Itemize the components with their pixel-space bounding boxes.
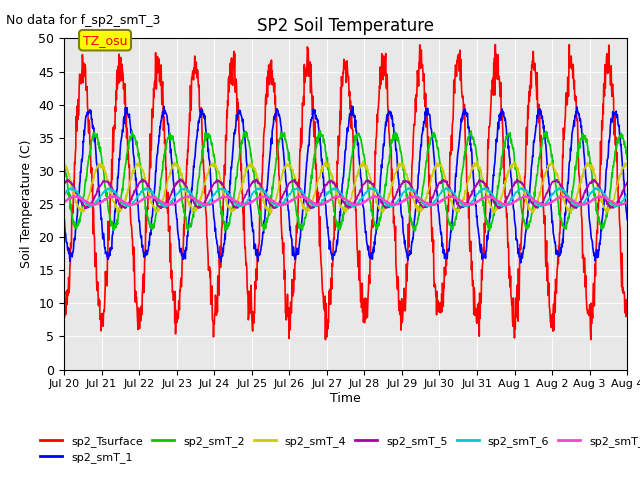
sp2_Tsurface bbox=[507, 293, 515, 299]
sp2_smT_2 bbox=[186, 224, 193, 229]
Line: sp2_smT_5: sp2_smT_5 bbox=[64, 179, 627, 209]
sp2_Tsurface bbox=[433, 288, 441, 294]
Title: SP2 Soil Temperature: SP2 Soil Temperature bbox=[257, 17, 434, 36]
Line: sp2_smT_1: sp2_smT_1 bbox=[64, 106, 627, 263]
sp2_smT_5 bbox=[508, 186, 515, 192]
sp2_smT_7 bbox=[60, 199, 68, 204]
sp2_smT_4 bbox=[567, 211, 575, 216]
sp2_smT_7 bbox=[623, 199, 631, 205]
sp2_smT_7 bbox=[557, 194, 565, 200]
sp2_smT_1 bbox=[517, 260, 525, 265]
sp2_smT_2 bbox=[60, 160, 68, 166]
sp2_smT_1 bbox=[433, 192, 441, 198]
Line: sp2_smT_7: sp2_smT_7 bbox=[64, 196, 627, 206]
sp2_smT_1 bbox=[248, 220, 256, 226]
sp2_smT_6 bbox=[249, 191, 257, 196]
sp2_smT_7 bbox=[502, 203, 510, 209]
sp2_smT_5 bbox=[81, 206, 89, 212]
sp2_Tsurface bbox=[587, 337, 595, 343]
sp2_smT_6 bbox=[69, 184, 77, 190]
sp2_smT_2 bbox=[486, 228, 493, 234]
Y-axis label: Soil Temperature (C): Soil Temperature (C) bbox=[20, 140, 33, 268]
Line: sp2_Tsurface: sp2_Tsurface bbox=[64, 45, 627, 340]
sp2_smT_4 bbox=[186, 199, 193, 204]
sp2_smT_1 bbox=[348, 103, 355, 108]
sp2_smT_5 bbox=[172, 181, 180, 187]
sp2_smT_2 bbox=[557, 217, 565, 223]
X-axis label: Time: Time bbox=[330, 392, 361, 405]
Legend: sp2_Tsurface, sp2_smT_1, sp2_smT_2, sp2_smT_4, sp2_smT_5, sp2_smT_6, sp2_smT_7: sp2_Tsurface, sp2_smT_1, sp2_smT_2, sp2_… bbox=[36, 432, 640, 468]
sp2_smT_7 bbox=[172, 200, 179, 205]
sp2_smT_6 bbox=[557, 186, 564, 192]
Text: TZ_osu: TZ_osu bbox=[83, 34, 127, 47]
sp2_smT_6 bbox=[507, 195, 515, 201]
sp2_smT_4 bbox=[623, 161, 631, 167]
sp2_smT_7 bbox=[186, 194, 193, 200]
sp2_smT_2 bbox=[508, 136, 515, 142]
sp2_smT_1 bbox=[186, 214, 193, 219]
sp2_smT_1 bbox=[60, 215, 68, 220]
sp2_smT_6 bbox=[623, 192, 631, 198]
sp2_smT_6 bbox=[433, 194, 441, 200]
sp2_Tsurface bbox=[623, 306, 631, 312]
sp2_smT_5 bbox=[623, 181, 631, 187]
sp2_Tsurface bbox=[60, 309, 68, 314]
sp2_smT_6 bbox=[172, 192, 180, 198]
sp2_smT_5 bbox=[249, 179, 257, 184]
sp2_smT_2 bbox=[316, 128, 324, 133]
sp2_smT_5 bbox=[177, 176, 184, 182]
sp2_smT_5 bbox=[60, 180, 68, 186]
sp2_smT_4 bbox=[248, 162, 256, 168]
sp2_smT_7 bbox=[508, 201, 515, 206]
sp2_smT_2 bbox=[172, 152, 179, 158]
sp2_smT_6 bbox=[186, 190, 193, 196]
sp2_smT_5 bbox=[557, 183, 565, 189]
sp2_smT_5 bbox=[434, 183, 442, 189]
sp2_Tsurface bbox=[248, 323, 256, 328]
sp2_smT_1 bbox=[623, 217, 631, 223]
sp2_smT_2 bbox=[433, 145, 441, 151]
sp2_Tsurface bbox=[492, 42, 499, 48]
sp2_Tsurface bbox=[186, 122, 193, 128]
sp2_smT_4 bbox=[507, 162, 515, 168]
sp2_smT_2 bbox=[248, 163, 256, 168]
sp2_smT_2 bbox=[623, 156, 631, 162]
sp2_smT_6 bbox=[611, 204, 619, 210]
Line: sp2_smT_6: sp2_smT_6 bbox=[64, 187, 627, 207]
sp2_Tsurface bbox=[557, 193, 564, 199]
sp2_smT_4 bbox=[322, 158, 330, 164]
sp2_smT_4 bbox=[433, 162, 441, 168]
sp2_smT_1 bbox=[557, 250, 565, 255]
sp2_smT_4 bbox=[557, 184, 564, 190]
sp2_smT_1 bbox=[507, 174, 515, 180]
sp2_smT_4 bbox=[60, 162, 68, 168]
sp2_smT_7 bbox=[248, 199, 256, 205]
sp2_Tsurface bbox=[172, 331, 179, 337]
Line: sp2_smT_4: sp2_smT_4 bbox=[64, 161, 627, 214]
Text: No data for f_sp2_smT_3: No data for f_sp2_smT_3 bbox=[6, 14, 161, 27]
sp2_smT_4 bbox=[172, 162, 179, 168]
sp2_smT_6 bbox=[60, 192, 68, 198]
sp2_smT_5 bbox=[186, 191, 194, 197]
sp2_smT_1 bbox=[172, 201, 179, 207]
sp2_smT_7 bbox=[447, 193, 454, 199]
Line: sp2_smT_2: sp2_smT_2 bbox=[64, 131, 627, 231]
sp2_smT_7 bbox=[433, 200, 441, 206]
